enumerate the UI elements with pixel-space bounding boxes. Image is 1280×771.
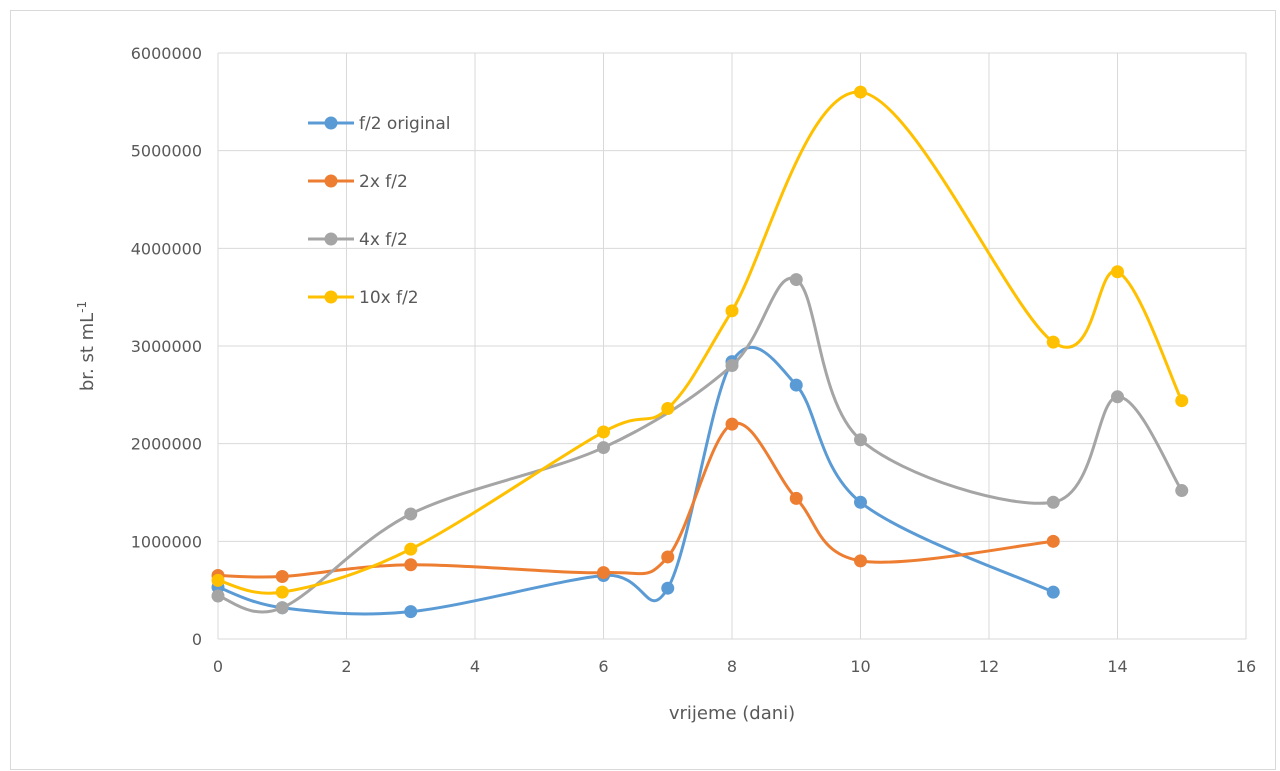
- data-point-2x-f-2: [275, 569, 289, 583]
- x-tick-labels: 0 2 4 6 8 10 12 14 16: [213, 657, 1256, 676]
- y-axis-title-main: br. st mL: [77, 313, 98, 391]
- line-chart: 0 1000000 2000000 3000000 4000000 5000000 6000…: [75, 44, 1256, 724]
- legend-item-2x-f-2: 2x f/2: [308, 172, 408, 192]
- y-tick-label: 1000000: [131, 532, 202, 551]
- y-axis-title: br. st mL-1: [75, 301, 98, 391]
- data-point-2x-f-2: [725, 417, 739, 431]
- y-tick-label: 0: [192, 630, 202, 649]
- data-point-f-2-original: [789, 378, 803, 392]
- series-group: [211, 85, 1189, 619]
- x-tick-label: 2: [341, 657, 351, 676]
- series-line-f-2-original: [217, 345, 1054, 616]
- data-point-2x-f-2: [404, 558, 418, 572]
- legend-label-2x-f-2: 2x f/2: [359, 172, 408, 192]
- data-point-10x-f-2: [404, 542, 418, 556]
- legend-marker-4x-f-2: [324, 232, 338, 246]
- series-4x-f-2: [211, 273, 1189, 615]
- data-point-4x-f-2: [211, 589, 225, 603]
- x-tick-label: 10: [850, 657, 870, 676]
- data-point-2x-f-2: [789, 491, 803, 505]
- gridlines: [217, 52, 1247, 640]
- y-tick-labels: 0 1000000 2000000 3000000 4000000 5000000 6000…: [131, 44, 202, 649]
- data-point-f-2-original: [404, 605, 418, 619]
- legend-label-f-2-original: f/2 original: [359, 114, 450, 134]
- data-point-4x-f-2: [725, 359, 739, 373]
- data-point-4x-f-2: [854, 433, 867, 447]
- x-tick-label: 12: [979, 657, 999, 676]
- legend-item-10x-f-2: 10x f/2: [308, 288, 419, 308]
- x-tick-label: 16: [1236, 657, 1256, 676]
- x-tick-label: 4: [470, 657, 480, 676]
- data-point-4x-f-2: [789, 273, 803, 287]
- x-tick-label: 8: [727, 657, 737, 676]
- y-tick-label: 4000000: [131, 239, 202, 258]
- legend-marker-f-2-original: [324, 116, 338, 130]
- y-tick-label: 2000000: [131, 435, 202, 454]
- data-point-10x-f-2: [854, 85, 867, 99]
- data-point-10x-f-2: [275, 585, 289, 599]
- legend-label-4x-f-2: 4x f/2: [359, 230, 408, 250]
- legend-item-4x-f-2: 4x f/2: [308, 230, 408, 250]
- series-10x-f-2: [211, 85, 1189, 599]
- y-axis-title-superscript: -1: [75, 301, 89, 313]
- legend-marker-10x-f-2: [324, 290, 338, 304]
- data-point-10x-f-2: [1046, 335, 1060, 349]
- series-line-4x-f-2: [217, 276, 1184, 614]
- data-point-4x-f-2: [1175, 484, 1189, 498]
- series-2x-f-2: [211, 417, 1060, 583]
- y-tick-label: 5000000: [131, 142, 202, 161]
- data-point-10x-f-2: [597, 425, 610, 439]
- legend: f/2 original 2x f/2 4x f/2 10x f/2: [308, 114, 450, 308]
- legend-marker-2x-f-2: [324, 174, 338, 188]
- chart-frame: 0 1000000 2000000 3000000 4000000 5000000 6000…: [10, 10, 1276, 770]
- x-tick-label: 14: [1107, 657, 1127, 676]
- legend-label-10x-f-2: 10x f/2: [359, 288, 419, 308]
- x-axis-title: vrijeme (dani): [669, 703, 795, 724]
- data-point-f-2-original: [661, 581, 675, 595]
- data-point-10x-f-2: [661, 402, 675, 416]
- series-line-10x-f-2: [217, 90, 1184, 595]
- data-point-f-2-original: [854, 495, 867, 509]
- data-point-4x-f-2: [275, 601, 289, 615]
- x-tick-label: 0: [213, 657, 223, 676]
- x-tick-label: 6: [598, 657, 608, 676]
- data-point-f-2-original: [1046, 585, 1060, 599]
- data-point-2x-f-2: [1046, 534, 1060, 548]
- data-point-2x-f-2: [597, 566, 610, 580]
- data-point-10x-f-2: [211, 573, 225, 587]
- data-point-4x-f-2: [404, 507, 418, 521]
- series-line-2x-f-2: [217, 421, 1054, 579]
- data-point-4x-f-2: [1111, 390, 1124, 404]
- y-tick-label: 6000000: [131, 44, 202, 63]
- y-tick-label: 3000000: [131, 337, 202, 356]
- data-point-4x-f-2: [1046, 495, 1060, 509]
- data-point-2x-f-2: [854, 554, 867, 568]
- data-point-10x-f-2: [1175, 394, 1189, 408]
- data-point-2x-f-2: [661, 550, 675, 564]
- data-point-10x-f-2: [1111, 265, 1124, 279]
- data-point-10x-f-2: [725, 304, 739, 318]
- legend-item-f-2-original: f/2 original: [308, 114, 450, 134]
- data-point-4x-f-2: [597, 441, 610, 455]
